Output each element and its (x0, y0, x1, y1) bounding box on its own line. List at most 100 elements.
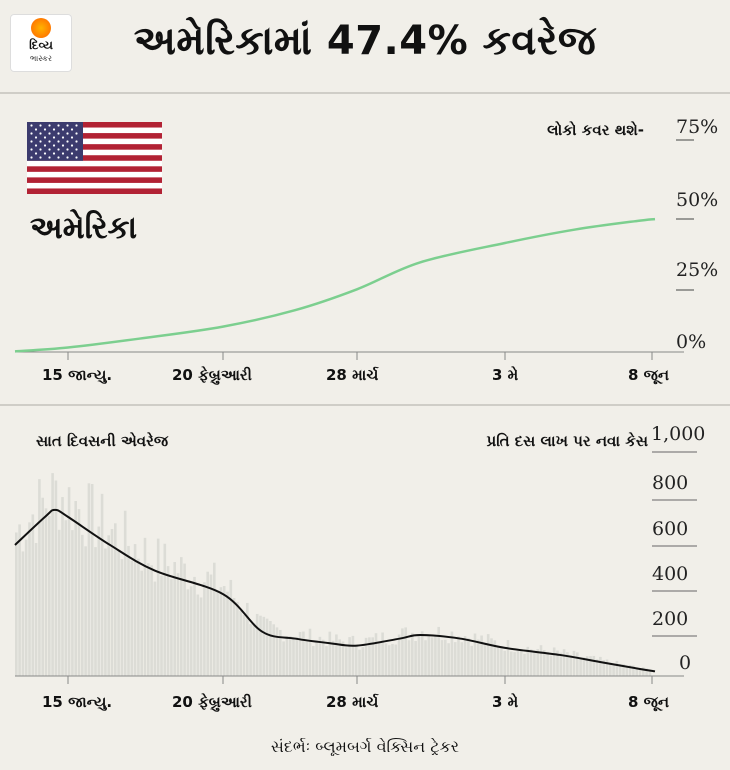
daily-case-bar (358, 649, 361, 676)
daily-case-bar (529, 649, 533, 676)
daily-case-bar (420, 631, 424, 676)
daily-case-bar (576, 652, 579, 676)
daily-case-bar (516, 650, 520, 676)
middle-divider (0, 404, 730, 406)
daily-case-bar (453, 642, 457, 676)
daily-case-bar (348, 637, 351, 676)
daily-case-bar (153, 581, 157, 676)
daily-case-bar (133, 544, 137, 676)
daily-case-bar (368, 637, 371, 676)
flag-star (75, 132, 78, 135)
daily-case-bar (206, 571, 209, 676)
coverage-ytick: 50% (676, 189, 719, 211)
daily-case-bar (533, 650, 536, 676)
cases-axis-label: પ્રતિ દસ લાખ પર નવા કેસ (486, 432, 649, 450)
daily-case-bar (209, 574, 213, 676)
daily-case-bar (143, 537, 147, 676)
flag-star (39, 156, 42, 159)
daily-case-bar (31, 514, 35, 676)
daily-case-bar (308, 628, 312, 676)
daily-case-bar (302, 631, 305, 676)
daily-case-bar (609, 662, 612, 676)
daily-case-bar (519, 649, 523, 676)
daily-case-bar (186, 589, 190, 676)
daily-case-bar (549, 655, 553, 676)
flag-star (57, 156, 60, 159)
daily-case-bar (612, 665, 615, 676)
daily-case-bar (381, 632, 384, 676)
flag-star (48, 140, 51, 143)
daily-case-bar (292, 639, 295, 676)
daily-case-bar (325, 646, 328, 676)
cases-xtick: 20 ફેબ્રુઆરી (172, 693, 252, 711)
daily-case-bar (312, 645, 315, 676)
daily-case-bar (592, 655, 596, 676)
daily-case-bar (183, 563, 186, 676)
cases-average-line (14, 508, 656, 673)
flag-star (30, 124, 33, 127)
daily-case-bar (493, 640, 497, 676)
flag-star (66, 124, 69, 127)
coverage-xtick: 15 જાન્યુ. (42, 366, 113, 384)
daily-case-bar (589, 656, 592, 676)
daily-case-bar (48, 516, 51, 676)
page-title: અમેરિકામાં 47.4% કવરેજ (133, 18, 597, 64)
flag-star (48, 156, 51, 159)
flag-star (34, 152, 38, 155)
cases-ytick: 200 (652, 608, 689, 630)
daily-case-bar (496, 646, 500, 676)
daily-case-bar (569, 655, 572, 676)
daily-case-bar (401, 628, 404, 676)
flag-star (48, 148, 51, 151)
daily-case-bar (338, 639, 341, 676)
daily-case-bar (147, 563, 150, 676)
flag-star (70, 144, 74, 147)
daily-case-bar (387, 645, 391, 676)
coverage-xtick: 8 જૂન (628, 366, 670, 384)
flag-star (75, 148, 78, 151)
daily-case-bar (160, 575, 163, 676)
daily-case-bar (437, 626, 440, 676)
daily-case-bar (285, 636, 289, 676)
daily-case-bar (71, 530, 74, 676)
daily-case-bar (371, 637, 374, 676)
daily-case-bar (130, 560, 134, 676)
daily-case-bar (232, 598, 236, 676)
daily-case-bar (87, 483, 91, 676)
flag-star (52, 152, 56, 155)
flag-star (66, 132, 69, 135)
daily-case-bar (262, 616, 266, 676)
daily-case-bar (269, 621, 272, 676)
daily-case-bar (90, 484, 94, 676)
daily-case-bar (196, 594, 200, 676)
flag-star (34, 136, 38, 139)
top-divider (0, 92, 730, 94)
daily-case-bar (566, 652, 569, 676)
daily-case-bar (648, 671, 652, 676)
daily-case-bar (321, 639, 325, 676)
coverage-line (14, 217, 656, 353)
daily-case-bar (457, 636, 460, 676)
daily-case-bar (166, 566, 170, 676)
flag-star (43, 128, 47, 131)
daily-case-bar (255, 613, 259, 676)
daily-case-bar (252, 623, 256, 676)
daily-case-bar (638, 668, 642, 676)
daily-case-bar (107, 535, 110, 676)
flag-star (43, 144, 47, 147)
daily-case-bar (384, 643, 388, 676)
daily-case-bar (246, 602, 249, 676)
flag-star (75, 156, 78, 159)
flag-star (39, 132, 42, 135)
daily-case-bar (460, 642, 464, 676)
daily-case-bar (123, 510, 127, 676)
daily-case-bar (114, 523, 117, 676)
flag-star (57, 140, 60, 143)
daily-case-bar (500, 646, 503, 676)
daily-case-bar (582, 657, 586, 676)
daily-case-bar (562, 649, 566, 676)
daily-case-bar (486, 634, 490, 676)
cases-ytick: 800 (652, 472, 689, 494)
cases-ytick: 0 (679, 652, 692, 674)
daily-case-bar (345, 647, 348, 676)
